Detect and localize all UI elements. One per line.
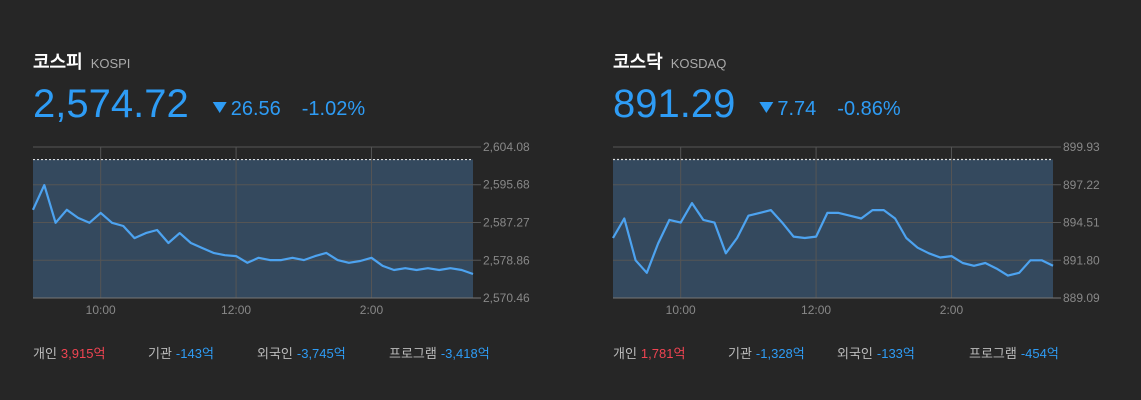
investor-flow: 기관 -143억 [148,346,214,361]
y-tick-label: 2,604.08 [483,140,530,154]
change-pct: -1.02% [302,98,366,120]
y-tick-label: 894.51 [1063,216,1100,230]
market-title: 코스닥 KOSDAQ [613,52,726,72]
price: 891.29 [613,82,735,126]
y-tick-label: 897.22 [1063,178,1100,192]
flow-label: 외국인 [257,346,293,361]
investor-flow: 프로그램 -3,418억 [389,346,490,361]
flow-label: 개인 [613,346,637,361]
price-line [612,202,1054,277]
reference-band [613,159,1053,298]
investor-flow: 기관 -1,328억 [728,346,805,361]
x-tick-label: 10:00 [666,303,696,317]
flow-value: -143억 [176,346,214,361]
y-tick-label: 2,578.86 [483,253,530,267]
flow-value: -3,745억 [297,346,346,361]
y-tick-label: 2,595.68 [483,178,530,192]
investor-flow: 외국인 -3,745억 [257,346,346,361]
down-arrow [212,102,227,113]
change: 26.56 [231,98,281,120]
x-tick-label: 2:00 [360,303,384,317]
x-tick-label: 12:00 [801,303,831,317]
investor-flow: 외국인 -133억 [837,346,915,361]
down-arrow [759,102,774,113]
flow-value: -3,418억 [441,346,490,361]
market-code: KOSPI [91,56,131,71]
market-code: KOSDAQ [671,56,727,71]
x-tick-label: 10:00 [86,303,116,317]
price-line [31,184,474,276]
market-title: 코스피 KOSPI [33,52,130,72]
flow-label: 개인 [33,346,57,361]
flow-label: 프로그램 [389,346,437,361]
flow-value: 3,915억 [61,346,106,361]
y-tick-label: 889.09 [1063,291,1100,305]
reference-band [33,159,473,298]
x-tick-label: 2:00 [940,303,964,317]
investor-flow: 개인 3,915억 [33,346,105,361]
flow-label: 기관 [728,346,752,361]
flow-value: -454억 [1021,346,1059,361]
market-name: 코스피 [33,52,83,72]
investor-flow: 프로그램 -454억 [969,346,1059,361]
change-pct: -0.86% [837,98,901,120]
y-tick-label: 891.80 [1063,253,1100,267]
y-tick-label: 2,587.27 [483,216,530,230]
flow-label: 기관 [148,346,172,361]
investor-flow: 개인 1,781억 [613,346,685,361]
price: 2,574.72 [33,82,189,126]
y-tick-label: 2,570.46 [483,291,530,305]
flow-label: 외국인 [837,346,873,361]
change: 7.74 [777,98,816,120]
y-tick-label: 899.93 [1063,140,1100,154]
flow-value: 1,781억 [641,346,686,361]
market-name: 코스닥 [613,52,663,72]
flow-label: 프로그램 [969,346,1017,361]
x-tick-label: 12:00 [221,303,251,317]
flow-value: -1,328억 [756,346,805,361]
flow-value: -133억 [877,346,915,361]
